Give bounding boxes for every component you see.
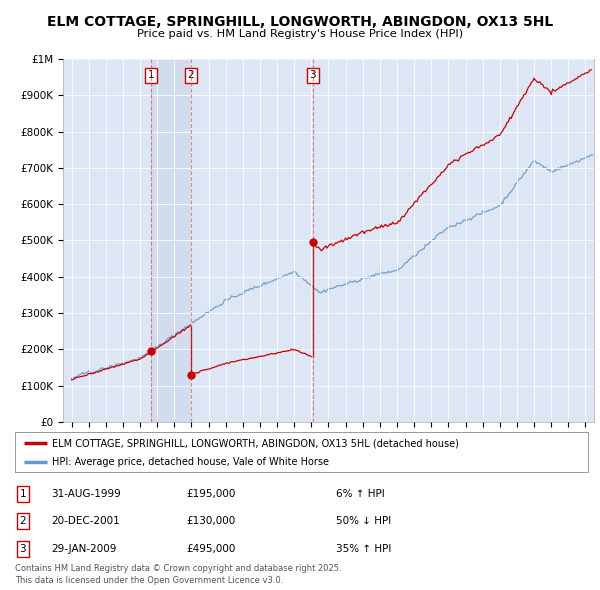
Text: 35% ↑ HPI: 35% ↑ HPI	[336, 544, 391, 553]
Text: ELM COTTAGE, SPRINGHILL, LONGWORTH, ABINGDON, OX13 5HL: ELM COTTAGE, SPRINGHILL, LONGWORTH, ABIN…	[47, 15, 553, 29]
Text: £495,000: £495,000	[186, 544, 235, 553]
Text: 3: 3	[19, 544, 26, 553]
Text: 20-DEC-2001: 20-DEC-2001	[51, 516, 120, 526]
Text: 2: 2	[19, 516, 26, 526]
Text: Contains HM Land Registry data © Crown copyright and database right 2025.
This d: Contains HM Land Registry data © Crown c…	[15, 564, 341, 585]
Text: 3: 3	[310, 70, 316, 80]
Text: 2: 2	[188, 70, 194, 80]
Text: Price paid vs. HM Land Registry's House Price Index (HPI): Price paid vs. HM Land Registry's House …	[137, 30, 463, 39]
Text: £195,000: £195,000	[186, 489, 235, 499]
Text: 1: 1	[148, 70, 155, 80]
Bar	[151, 59, 191, 422]
Text: 1: 1	[19, 489, 26, 499]
Text: 6% ↑ HPI: 6% ↑ HPI	[336, 489, 385, 499]
Text: 50% ↓ HPI: 50% ↓ HPI	[336, 516, 391, 526]
Text: 31-AUG-1999: 31-AUG-1999	[51, 489, 121, 499]
Text: £130,000: £130,000	[186, 516, 235, 526]
Text: 29-JAN-2009: 29-JAN-2009	[51, 544, 116, 553]
Text: HPI: Average price, detached house, Vale of White Horse: HPI: Average price, detached house, Vale…	[52, 457, 329, 467]
Text: ELM COTTAGE, SPRINGHILL, LONGWORTH, ABINGDON, OX13 5HL (detached house): ELM COTTAGE, SPRINGHILL, LONGWORTH, ABIN…	[52, 438, 459, 448]
